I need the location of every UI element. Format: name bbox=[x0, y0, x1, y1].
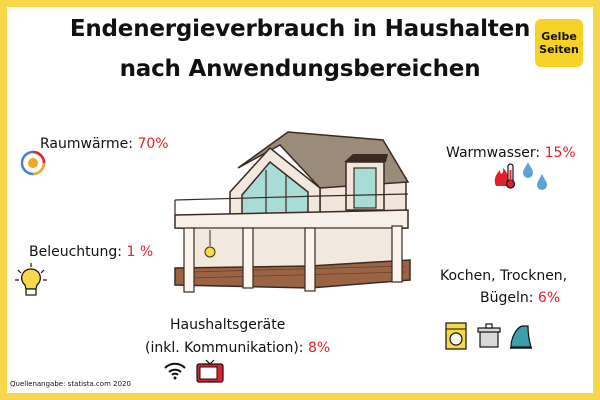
haushaltsgeraete-label-line2: (inkl. Kommunikation): 8% bbox=[145, 340, 330, 356]
warmwasser-name: Warmwasser: bbox=[446, 145, 541, 161]
tv-icon bbox=[196, 359, 224, 383]
cooking-pot-icon bbox=[477, 323, 501, 348]
flame-thermometer-icon bbox=[494, 163, 516, 189]
warmwasser-value: 15% bbox=[544, 145, 576, 161]
kochen-label-line2: Bügeln: 6% bbox=[480, 290, 560, 306]
kochen-label-line1: Kochen, Trocknen, bbox=[440, 268, 568, 284]
water-drops-icon bbox=[523, 162, 547, 190]
beleuchtung-value: 1 % bbox=[126, 244, 154, 260]
logo-line-1: Gelbe bbox=[541, 30, 577, 43]
chart-title: Endenergieverbrauch in Haushalten bbox=[69, 16, 531, 42]
kochen-name: Bügeln: bbox=[480, 290, 534, 306]
iron-icon bbox=[510, 325, 532, 349]
raumwaerme-value: 70% bbox=[137, 136, 169, 152]
beleuchtung-name: Beleuchtung: bbox=[29, 244, 123, 260]
house-illustration bbox=[174, 131, 411, 293]
raumwaerme-name: Raumwärme: bbox=[40, 136, 134, 152]
thermostat-icon bbox=[20, 150, 46, 176]
haushaltsgeraete-name: (inkl. Kommunikation): bbox=[145, 340, 304, 356]
washing-machine-icon bbox=[445, 322, 467, 350]
raumwaerme-label: Raumwärme: 70% bbox=[40, 136, 169, 152]
beleuchtung-label: Beleuchtung: 1 % bbox=[29, 244, 153, 260]
chart-subtitle: nach Anwendungsbereichen bbox=[119, 56, 481, 82]
light-bulb-icon bbox=[15, 263, 47, 296]
logo-line-2: Seiten bbox=[539, 43, 579, 56]
warmwasser-label: Warmwasser: 15% bbox=[446, 145, 576, 161]
wifi-icon bbox=[164, 362, 186, 380]
haushaltsgeraete-value: 8% bbox=[307, 340, 331, 356]
source-note: Quellenangabe: statista.com 2020 bbox=[10, 380, 131, 388]
kochen-value: 6% bbox=[537, 290, 561, 306]
haushaltsgeraete-label-line1: Haushaltsgeräte bbox=[170, 317, 286, 333]
gelbe-seiten-logo: Gelbe Seiten bbox=[535, 19, 583, 67]
